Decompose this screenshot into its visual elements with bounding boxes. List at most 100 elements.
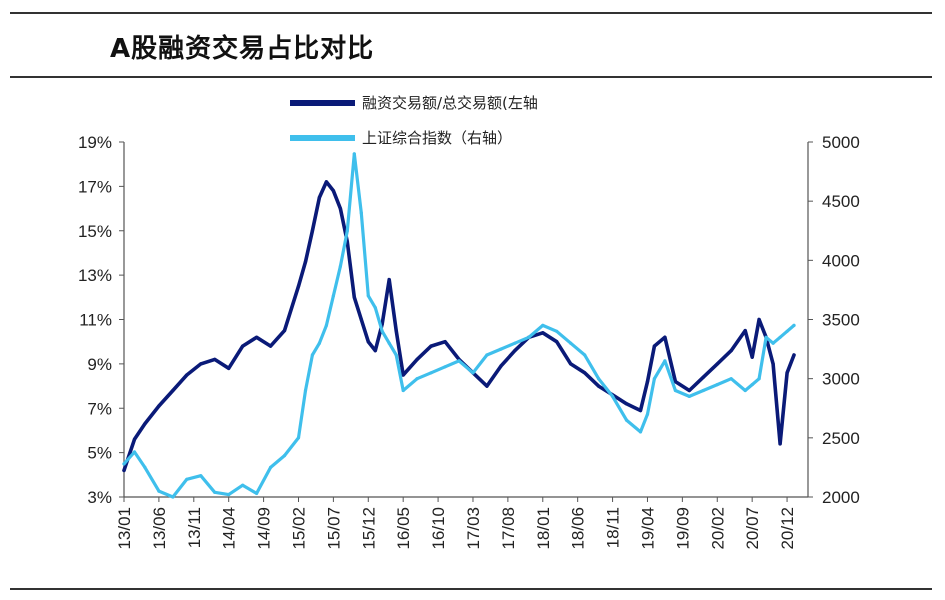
series-1-point <box>157 404 161 408</box>
series-1-point <box>750 355 754 359</box>
series-line-1 <box>122 180 796 473</box>
series-1-point <box>324 180 328 184</box>
series-1-point <box>687 388 691 393</box>
y-right-tick-label: 5000 <box>822 133 860 152</box>
series-1-point <box>373 349 377 353</box>
series-2-point <box>750 383 754 387</box>
series-2-point <box>387 341 391 345</box>
series-2-point <box>317 341 321 345</box>
top-rule <box>10 12 932 14</box>
series-2-point <box>269 465 273 469</box>
axes <box>119 141 813 502</box>
series-1-point <box>757 317 761 322</box>
y-right-tick-label: 2500 <box>822 429 860 448</box>
x-tick-label: 20/07 <box>743 507 762 550</box>
series-2-point <box>373 306 377 310</box>
series-2-point <box>569 341 573 345</box>
series-2-point <box>359 211 363 215</box>
series-2-point <box>771 341 775 345</box>
series-1-point <box>359 317 363 322</box>
series-2-point <box>583 353 587 357</box>
series-2-point <box>471 371 475 375</box>
series-1-point <box>401 373 405 377</box>
x-tick-label: 20/02 <box>708 507 727 550</box>
series-2-point <box>296 436 301 440</box>
x-tick-label: 18/06 <box>569 507 588 550</box>
tick-labels: 3% 5% 7% 9% 11% 13% 15% 17% 19% 2000 2500 3000 3500 4… <box>78 133 860 550</box>
series-2-point <box>485 353 489 357</box>
title-rule <box>10 76 932 78</box>
y-left-tick-label: 15% <box>78 222 112 241</box>
bottom-rule <box>10 588 932 590</box>
series-1-point <box>541 331 545 335</box>
series-2-point <box>527 335 531 339</box>
series-1-point <box>792 353 796 357</box>
series-2-point <box>303 388 308 393</box>
series-1-point <box>366 340 370 344</box>
series-1-point <box>583 371 587 375</box>
series-2-point <box>743 388 747 393</box>
series-1-point <box>663 335 667 339</box>
series-1-point <box>513 349 517 353</box>
series-2-point <box>687 394 691 398</box>
series-1-point <box>310 229 314 233</box>
series-1-point <box>171 388 175 393</box>
x-tick-label: 18/01 <box>534 507 553 550</box>
y-left-tick-label: 9% <box>87 355 112 374</box>
series-1-point <box>652 344 657 348</box>
series-1-point <box>185 373 189 377</box>
series-2-point <box>645 412 650 416</box>
x-tick-label: 15/07 <box>324 507 343 550</box>
series-2-point <box>380 329 384 333</box>
series-2-point <box>597 377 601 381</box>
series-2-point <box>171 495 175 499</box>
series-1-point <box>227 366 231 370</box>
x-tick-label: 16/10 <box>429 507 448 550</box>
series-1-point <box>673 380 678 384</box>
series-2-point <box>338 264 342 268</box>
series-2-point <box>541 323 545 327</box>
x-tick-label: 15/02 <box>289 507 308 550</box>
series-2-point <box>345 229 349 233</box>
series-2-point <box>499 347 503 351</box>
series-2-point <box>701 388 705 393</box>
series-1-point <box>331 189 335 193</box>
series-2-point <box>132 450 137 454</box>
series-2-point <box>310 353 314 357</box>
series-2-point <box>652 377 657 381</box>
y-right-tick-label: 4500 <box>822 192 860 211</box>
x-tick-label: 17/08 <box>499 507 518 550</box>
series-2-point <box>213 490 217 494</box>
y-right-tick-label: 3000 <box>822 370 860 389</box>
series-2-point <box>673 388 678 393</box>
series-2-point <box>443 365 447 369</box>
series-2-point <box>415 377 419 381</box>
series-1-point <box>199 362 203 366</box>
y-left-tick-label: 13% <box>78 266 112 285</box>
series-2-point <box>792 323 796 327</box>
series-2-point <box>241 483 245 487</box>
series-1-point <box>303 260 308 264</box>
series-2-point <box>757 377 761 381</box>
series-2-point <box>331 294 335 298</box>
series-1-point <box>778 442 782 446</box>
x-tick-label: 16/05 <box>394 507 413 550</box>
x-tick-label: 18/11 <box>604 507 623 548</box>
series-1-point <box>296 284 301 288</box>
series-2-point <box>624 418 629 422</box>
series-1-point <box>394 329 398 333</box>
y-left-tick-label: 19% <box>78 133 112 152</box>
series-1-point <box>701 375 705 379</box>
series-1-point <box>352 295 356 299</box>
series-1-point <box>597 384 601 388</box>
series-1-point <box>645 380 650 384</box>
series-1-point <box>443 340 447 344</box>
series-2-point <box>778 335 782 339</box>
series-1-point <box>282 329 287 333</box>
series-2-point <box>143 465 147 469</box>
series-line-2 <box>122 152 796 499</box>
series-1-point <box>743 329 747 333</box>
series-2-point <box>157 489 161 493</box>
y-left-tick-label: 17% <box>78 177 112 196</box>
